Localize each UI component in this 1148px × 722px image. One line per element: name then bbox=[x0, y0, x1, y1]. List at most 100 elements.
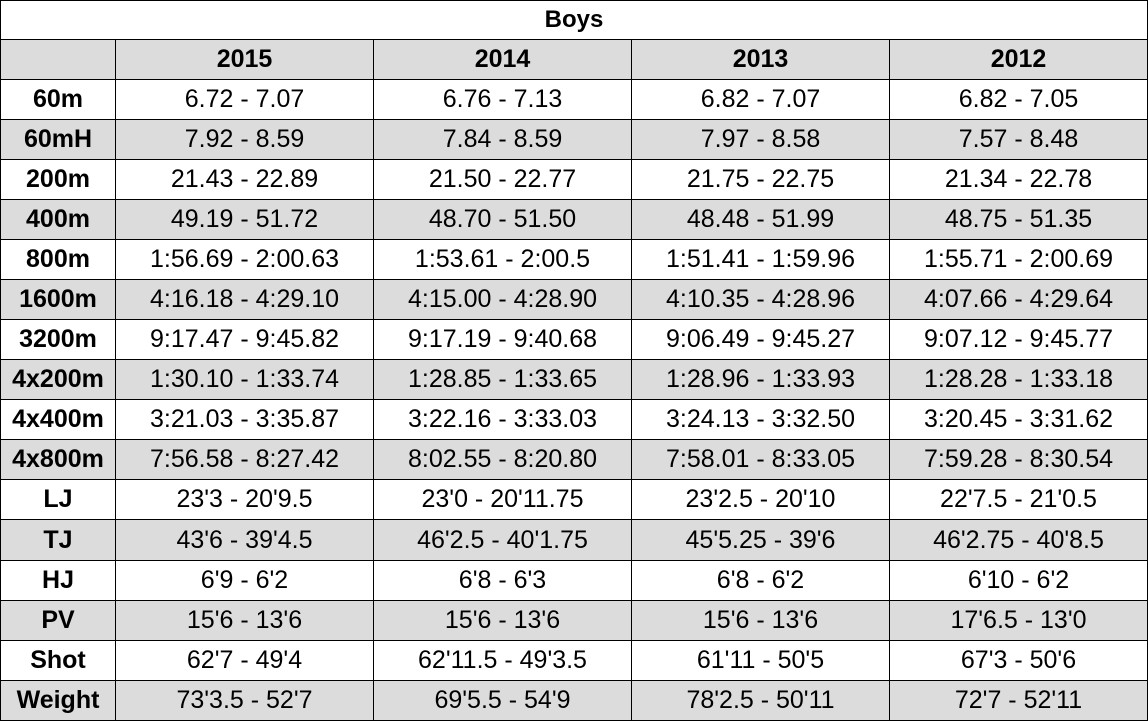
row-label: 60m bbox=[0, 78, 116, 120]
cell: 7:59.28 - 8:30.54 bbox=[889, 439, 1148, 481]
row-label: 200m bbox=[0, 158, 116, 200]
row-label: 3200m bbox=[0, 319, 116, 361]
cell: 15'6 - 13'6 bbox=[631, 599, 890, 641]
cell: 1:56.69 - 2:00.63 bbox=[115, 239, 374, 281]
row-label: 4x800m bbox=[0, 439, 116, 481]
cell: 21.34 - 22.78 bbox=[889, 158, 1148, 200]
cell: 23'2.5 - 20'10 bbox=[631, 479, 890, 521]
cell: 7:58.01 - 8:33.05 bbox=[631, 439, 890, 481]
table-row: 1600m 4:16.18 - 4:29.10 4:15.00 - 4:28.90 4… bbox=[0, 279, 1148, 321]
cell: 4:07.66 - 4:29.64 bbox=[889, 279, 1148, 321]
cell: 78'2.5 - 50'11 bbox=[631, 679, 890, 722]
cell: 67'3 - 50'6 bbox=[889, 639, 1148, 681]
cell: 6.82 - 7.07 bbox=[631, 78, 890, 120]
cell: 6.76 - 7.13 bbox=[373, 78, 632, 120]
table-row: 200m 21.43 - 22.89 21.50 - 22.77 21.75 - 22… bbox=[0, 158, 1148, 200]
row-label: Shot bbox=[0, 639, 116, 681]
row-label: PV bbox=[0, 599, 116, 641]
cell: 4:16.18 - 4:29.10 bbox=[115, 279, 374, 321]
table-row: 60m 6.72 - 7.07 6.76 - 7.13 6.82 - 7.07 6.82… bbox=[0, 78, 1148, 120]
cell: 61'11 - 50'5 bbox=[631, 639, 890, 681]
cell: 15'6 - 13'6 bbox=[373, 599, 632, 641]
cell: 7:56.58 - 8:27.42 bbox=[115, 439, 374, 481]
cell: 46'2.75 - 40'8.5 bbox=[889, 519, 1148, 561]
cell: 21.43 - 22.89 bbox=[115, 158, 374, 200]
table-row: LJ 23'3 - 20'9.5 23'0 - 20'11.75 23'2.5 - 2… bbox=[0, 479, 1148, 521]
cell: 73'3.5 - 52'7 bbox=[115, 679, 374, 722]
cell: 23'3 - 20'9.5 bbox=[115, 479, 374, 521]
cell: 3:22.16 - 3:33.03 bbox=[373, 399, 632, 441]
cell: 6.82 - 7.05 bbox=[889, 78, 1148, 120]
cell: 3:21.03 - 3:35.87 bbox=[115, 399, 374, 441]
cell: 17'6.5 - 13'0 bbox=[889, 599, 1148, 641]
cell: 43'6 - 39'4.5 bbox=[115, 519, 374, 561]
cell: 4:10.35 - 4:28.96 bbox=[631, 279, 890, 321]
cell: 48.75 - 51.35 bbox=[889, 198, 1148, 241]
cell: 6'8 - 6'3 bbox=[373, 559, 632, 601]
table-row: 800m 1:56.69 - 2:00.63 1:53.61 - 2:00.5 1:5… bbox=[0, 239, 1148, 281]
table-row: PV 15'6 - 13'6 15'6 - 13'6 15'6 - 13'6 17'6.… bbox=[0, 599, 1148, 641]
cell: 72'7 - 52'11 bbox=[889, 679, 1148, 722]
cell: 1:28.28 - 1:33.18 bbox=[889, 359, 1148, 401]
row-label: 800m bbox=[0, 239, 116, 281]
cell: 69'5.5 - 54'9 bbox=[373, 679, 632, 722]
cell: 3:24.13 - 3:32.50 bbox=[631, 399, 890, 441]
table-row: 4x800m 7:56.58 - 8:27.42 8:02.55 - 8:20.80… bbox=[0, 439, 1148, 481]
cell: 1:28.85 - 1:33.65 bbox=[373, 359, 632, 401]
table-row: 3200m 9:17.47 - 9:45.82 9:17.19 - 9:40.68 9… bbox=[0, 319, 1148, 361]
table-title: Boys bbox=[0, 0, 1148, 40]
table-row: 4x200m 1:30.10 - 1:33.74 1:28.85 - 1:33.65… bbox=[0, 359, 1148, 401]
cell: 22'7.5 - 21'0.5 bbox=[889, 479, 1148, 521]
row-label: 4x400m bbox=[0, 399, 116, 441]
cell: 48.70 - 51.50 bbox=[373, 198, 632, 241]
cell: 3:20.45 - 3:31.62 bbox=[889, 399, 1148, 441]
cell: 7.57 - 8.48 bbox=[889, 118, 1148, 160]
row-label: 400m bbox=[0, 198, 116, 241]
cell: 15'6 - 13'6 bbox=[115, 599, 374, 641]
cell: 4:15.00 - 4:28.90 bbox=[373, 279, 632, 321]
cell: 9:07.12 - 9:45.77 bbox=[889, 319, 1148, 361]
title-row: Boys bbox=[0, 0, 1148, 40]
cell: 7.92 - 8.59 bbox=[115, 118, 374, 160]
row-label: TJ bbox=[0, 519, 116, 561]
column-header: 2012 bbox=[889, 38, 1148, 80]
table-row: HJ 6'9 - 6'2 6'8 - 6'3 6'8 - 6'2 6'10 - 6'2 bbox=[0, 559, 1148, 601]
corner-cell bbox=[0, 38, 116, 80]
row-label: 60mH bbox=[0, 118, 116, 160]
cell: 8:02.55 - 8:20.80 bbox=[373, 439, 632, 481]
cell: 48.48 - 51.99 bbox=[631, 198, 890, 241]
row-label: 4x200m bbox=[0, 359, 116, 401]
cell: 7.97 - 8.58 bbox=[631, 118, 890, 160]
cell: 62'7 - 49'4 bbox=[115, 639, 374, 681]
cell: 1:28.96 - 1:33.93 bbox=[631, 359, 890, 401]
column-header: 2014 bbox=[373, 38, 632, 80]
cell: 62'11.5 - 49'3.5 bbox=[373, 639, 632, 681]
cell: 9:06.49 - 9:45.27 bbox=[631, 319, 890, 361]
table-row: Shot 62'7 - 49'4 62'11.5 - 49'3.5 61'11 - 5… bbox=[0, 639, 1148, 681]
cell: 6'8 - 6'2 bbox=[631, 559, 890, 601]
cell: 46'2.5 - 40'1.75 bbox=[373, 519, 632, 561]
row-label: LJ bbox=[0, 479, 116, 521]
table-row: 400m 49.19 - 51.72 48.70 - 51.50 48.48 - 51… bbox=[0, 198, 1148, 241]
cell: 23'0 - 20'11.75 bbox=[373, 479, 632, 521]
row-label: 1600m bbox=[0, 279, 116, 321]
cell: 21.75 - 22.75 bbox=[631, 158, 890, 200]
cell: 7.84 - 8.59 bbox=[373, 118, 632, 160]
column-header: 2015 bbox=[115, 38, 374, 80]
cell: 1:53.61 - 2:00.5 bbox=[373, 239, 632, 281]
table-row: 4x400m 3:21.03 - 3:35.87 3:22.16 - 3:33.03… bbox=[0, 399, 1148, 441]
cell: 6'10 - 6'2 bbox=[889, 559, 1148, 601]
cell: 9:17.47 - 9:45.82 bbox=[115, 319, 374, 361]
cell: 49.19 - 51.72 bbox=[115, 198, 374, 241]
header-row: 2015 2014 2013 2012 bbox=[0, 38, 1148, 80]
table-row: 60mH 7.92 - 8.59 7.84 - 8.59 7.97 - 8.58 7.5… bbox=[0, 118, 1148, 160]
cell: 1:51.41 - 1:59.96 bbox=[631, 239, 890, 281]
cell: 6.72 - 7.07 bbox=[115, 78, 374, 120]
cell: 21.50 - 22.77 bbox=[373, 158, 632, 200]
cell: 9:17.19 - 9:40.68 bbox=[373, 319, 632, 361]
row-label: HJ bbox=[0, 559, 116, 601]
cell: 1:55.71 - 2:00.69 bbox=[889, 239, 1148, 281]
